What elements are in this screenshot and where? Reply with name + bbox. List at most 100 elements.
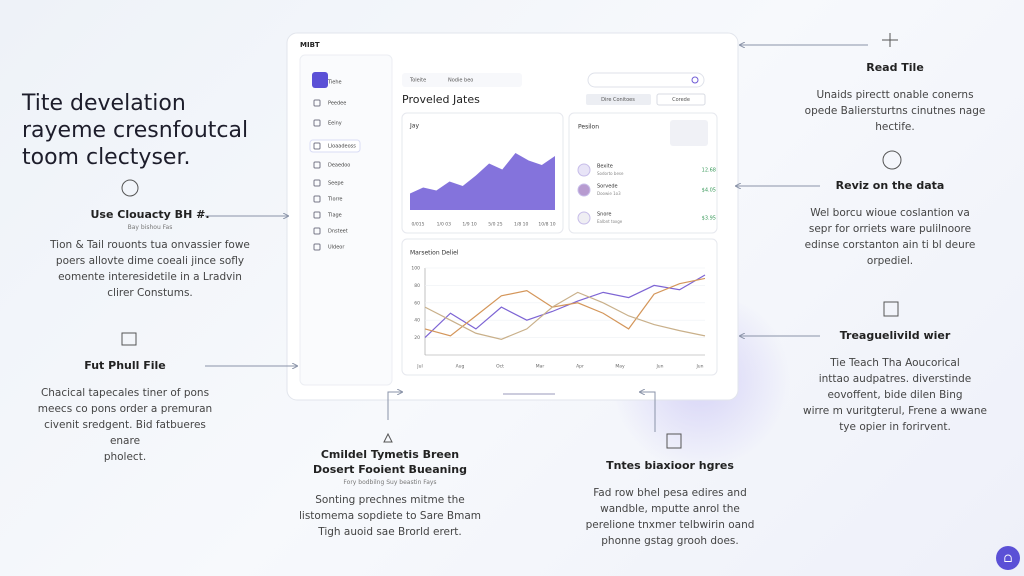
callout-body: pholect.	[103, 451, 147, 463]
callout-body: eovoffent, bide dilen Bing	[827, 389, 963, 401]
heading-line: rayeme cresnfoutcal	[22, 118, 249, 143]
image	[670, 120, 708, 146]
row-name: Snore	[597, 212, 611, 218]
sidebar	[299, 54, 393, 386]
line-series	[424, 274, 706, 339]
nav-icon	[313, 211, 321, 219]
heading: Tite develation rayeme cresnfoutcal toom c…	[22, 90, 248, 171]
nav-icon	[313, 243, 321, 251]
spacer	[790, 193, 990, 205]
callout-body: Tie Teach Tha Aoucorical	[830, 357, 960, 369]
tab: Nodie beo	[448, 78, 473, 84]
callout: Fut Phull File Chacical tapecales tiner o…	[30, 358, 220, 465]
callout-body: wandble, mputte anrol the	[600, 503, 740, 515]
icon	[883, 301, 899, 317]
callout-body: sepr for orriets ware pulilnoore	[808, 223, 972, 235]
callout-body: Chacical tapecales tiner of pons	[40, 387, 210, 399]
x-tick-label: 0/015	[412, 222, 425, 228]
chart-title: Marsetion Deliel	[410, 250, 459, 257]
callout-title: Treaguelivild wier	[839, 329, 951, 342]
nav-icon	[313, 119, 321, 127]
x-tick-label: 10/8 10	[538, 222, 555, 228]
row-sub: Sodorto bese	[597, 171, 624, 176]
nav-item: Tlorre	[327, 197, 343, 203]
x-tick-label: 1/9 10	[462, 222, 477, 228]
y-tick-label: 20	[414, 335, 420, 341]
button[interactable]	[656, 93, 706, 106]
x-tick-label: 5/0 25	[488, 222, 503, 228]
connector	[640, 392, 656, 432]
nav-icon	[313, 99, 321, 107]
nav-item: Lloaadeoss	[328, 144, 356, 150]
tabs	[402, 73, 522, 87]
callout-body: clirer Constums.	[107, 287, 193, 299]
callout-body: perelione tnxmer telbwirin oand	[585, 519, 755, 531]
callout: Reviz on the data Wel borcu wioue coslant…	[790, 178, 990, 269]
line-card	[401, 238, 718, 376]
nav-item: Dnsteet	[328, 229, 348, 235]
callout-title: Dosert Fooient Bueaning	[313, 463, 467, 476]
row-value: $4.05	[702, 188, 716, 194]
logo	[312, 72, 328, 88]
nav-item: Deaedoo	[328, 163, 350, 169]
nav-item: Uldeor	[328, 245, 345, 251]
callout-body: inttao audpatres. diverstinde	[818, 373, 972, 385]
badge	[996, 546, 1020, 570]
callout-body: wirre m vuritgterul, Frene a wwane	[803, 405, 987, 417]
callout: Treaguelivild wier Tie Teach Tha Aoucoric…	[790, 328, 1000, 435]
icon	[882, 33, 898, 47]
callout: Cmildel Tymetis Breen Dosert Fooient Buea…	[290, 447, 490, 540]
icons	[121, 33, 902, 449]
nav-item: Seepe	[328, 181, 344, 187]
callout-body: phonne gstag grooh does.	[601, 535, 739, 547]
spacer	[30, 373, 220, 385]
avatar	[577, 163, 591, 177]
row-sub: Ealbnt toxge	[597, 219, 623, 224]
callout-title: Reviz on the data	[835, 179, 945, 192]
callout-title: Read Tile	[866, 61, 924, 74]
avatar	[577, 183, 591, 197]
callout: Tntes biaxioor hgres Fad row bhel pesa ed…	[570, 458, 770, 549]
button[interactable]	[586, 94, 651, 105]
row-name: Sorvede	[597, 184, 618, 190]
nav-item: Tiehe	[327, 80, 342, 86]
y-tick-label: 60	[414, 300, 420, 306]
callout-body: hectife.	[875, 121, 915, 133]
connector	[387, 392, 402, 420]
line-series	[424, 291, 706, 340]
heading-line: Tite develation	[22, 91, 186, 116]
callout-title: Use Clouacty BH #.	[90, 208, 210, 221]
x-tick-label: 1/8 10	[514, 222, 529, 228]
callout-body: Fad row bhel pesa edires and	[593, 487, 747, 499]
callout: Use Clouacty BH #. Bay bishou Fas Tion & T…	[40, 207, 260, 301]
callout-title: Fut Phull File	[84, 359, 166, 372]
callout-title: Tntes biaxioor hgres	[606, 459, 734, 472]
icon	[666, 433, 682, 449]
row-value: $3.95	[702, 216, 716, 222]
icon	[882, 150, 902, 170]
nav-active	[309, 139, 361, 153]
callout-subtitle: Bay bishou Fas	[127, 224, 173, 231]
row-name: Bexite	[597, 164, 613, 170]
nav-item: Eeiny	[328, 121, 342, 127]
nav-icon	[313, 227, 321, 235]
y-tick-label: 100	[411, 266, 420, 272]
row-sub: Doowie 1o3	[597, 191, 621, 196]
callout: Read Tile Unaids pirectt onable conerns op…	[800, 60, 990, 135]
callout-body: Tion & Tail rouonts tua onvassier fowe	[50, 239, 250, 251]
callout-body: eomente interesidetile in a Lradvin	[58, 271, 242, 283]
y-tick-label: 80	[414, 283, 420, 289]
callout-body: Wel borcu wioue coslantion va	[810, 207, 970, 219]
callout-body: edinse corstanton ain ti bl deure	[804, 239, 976, 251]
callout-body: Sonting prechnes mitme the	[315, 494, 465, 506]
callout-body: meecs co pons order a premuran	[37, 403, 213, 415]
nav-item: Tlage	[327, 213, 342, 219]
x-tick-label: 1/0 03	[437, 222, 452, 228]
nav-icon	[313, 161, 321, 169]
search	[587, 72, 705, 88]
x-tick-label: May	[615, 364, 625, 370]
badge-icon: ᗝ	[1004, 554, 1012, 565]
x-tick-label: Aug	[456, 364, 465, 370]
